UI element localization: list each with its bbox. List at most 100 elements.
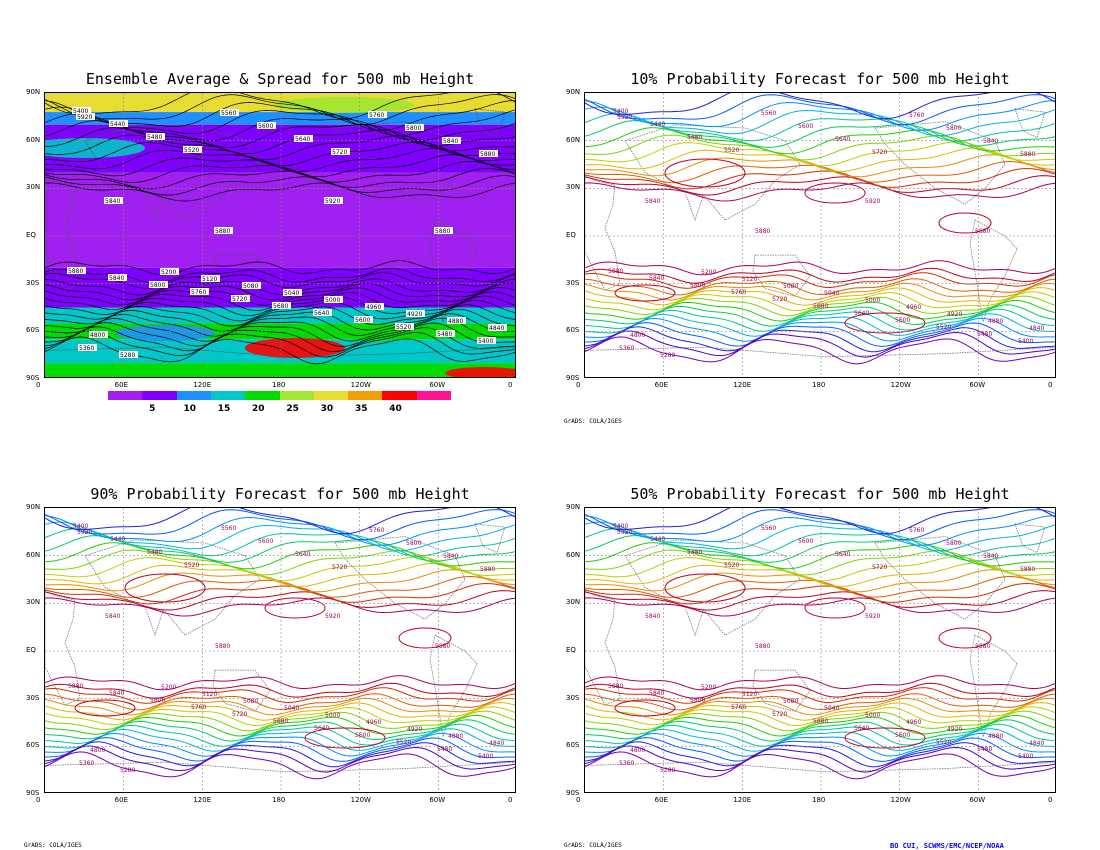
lat-tick-label: 30S	[566, 278, 580, 287]
contour-label: 5800	[690, 697, 705, 704]
lat-tick-label: 60N	[26, 135, 41, 144]
contour-label: 5400	[1018, 338, 1033, 345]
colorbar-label: 15	[217, 404, 231, 414]
lon-tick-label: 120E	[193, 381, 212, 389]
svg-text:5760: 5760	[909, 112, 924, 119]
contour-label: 5800	[150, 697, 165, 704]
contour-label: 5920	[325, 613, 340, 620]
lon-tick-label: 120E	[733, 381, 752, 389]
lon-tick-label: 120W	[890, 796, 911, 804]
svg-text:5640: 5640	[314, 310, 329, 317]
lat-tick-label: 60N	[26, 550, 41, 559]
svg-text:5880: 5880	[608, 268, 623, 275]
colorbar-segment	[348, 391, 383, 400]
svg-text:5640: 5640	[295, 551, 310, 558]
contour-label: 5400	[72, 107, 91, 115]
contour-label: 4920	[947, 311, 962, 318]
contour-label: 4920	[407, 726, 422, 733]
lat-tick-label: EQ	[26, 231, 36, 239]
svg-text:5680: 5680	[273, 718, 288, 725]
lat-tick-label: EQ	[26, 646, 36, 654]
colorbar-segment	[108, 391, 143, 400]
svg-text:5760: 5760	[191, 704, 206, 711]
contour-label: 4840	[1029, 740, 1044, 747]
contour-label: 4800	[89, 331, 108, 339]
svg-text:5400: 5400	[613, 108, 628, 115]
contour-label: 5600	[895, 732, 910, 739]
contour-label: 5000	[324, 296, 343, 304]
contour-label: 5800	[690, 282, 705, 289]
svg-text:5640: 5640	[295, 136, 310, 143]
svg-text:5920: 5920	[77, 114, 92, 121]
contour-label: 5520	[184, 562, 199, 569]
svg-text:4960: 4960	[906, 304, 921, 311]
lat-tick-label: 90S	[566, 374, 580, 382]
svg-text:5520: 5520	[184, 562, 199, 569]
svg-text:5360: 5360	[79, 345, 94, 352]
contour-label: 4880	[988, 318, 1003, 325]
svg-text:5720: 5720	[232, 711, 247, 718]
ensemble-spread-map: 5400 5440 5480 5520 5560 5600 5640 5720 5760 5800…	[44, 92, 516, 378]
contour-label: 4960	[365, 303, 384, 311]
contour-label: 5760	[909, 112, 924, 119]
svg-text:5440: 5440	[110, 121, 125, 128]
svg-text:4880: 4880	[448, 733, 463, 740]
contour-label: 5760	[731, 289, 746, 296]
colorbar-label: 25	[286, 404, 299, 414]
svg-text:5280: 5280	[120, 767, 135, 774]
contour-label: 5640	[295, 551, 310, 558]
contour-label: 5600	[895, 317, 910, 324]
contour-label: 5680	[813, 718, 828, 725]
svg-text:5720: 5720	[332, 564, 347, 571]
svg-text:5000: 5000	[325, 712, 340, 719]
svg-text:5040: 5040	[824, 290, 839, 297]
contour-label: 5640	[854, 310, 869, 317]
contour-label: 5560	[221, 525, 236, 532]
svg-text:5280: 5280	[120, 352, 135, 359]
contour-label: 5440	[650, 121, 665, 128]
colorbar-segment	[279, 391, 315, 400]
svg-text:5800: 5800	[150, 697, 165, 704]
colorbar-segment	[142, 391, 178, 400]
panel-title: Ensemble Average & Spread for 500 mb Hei…	[85, 70, 475, 88]
contour-label: 5520	[936, 324, 951, 331]
svg-text:5800: 5800	[406, 540, 421, 547]
contour-label: 5400	[73, 523, 88, 530]
lat-tick-label: 60S	[566, 741, 580, 750]
colorbar-label: 5	[149, 404, 156, 414]
svg-text:5000: 5000	[325, 297, 340, 304]
svg-text:5440: 5440	[110, 536, 125, 543]
svg-text:5840: 5840	[105, 613, 120, 620]
svg-text:5600: 5600	[258, 538, 273, 545]
svg-text:5880: 5880	[1020, 151, 1035, 158]
svg-text:5800: 5800	[946, 125, 961, 132]
lon-tick-label: 60W	[429, 796, 446, 804]
contour-label: 5680	[273, 718, 288, 725]
contour-label: 5640	[854, 725, 869, 732]
lon-tick-label: 0	[576, 796, 581, 804]
contour-label: 5600	[354, 316, 373, 324]
contour-label: 5640	[313, 309, 332, 317]
contour-label: 5640	[314, 725, 329, 732]
svg-text:5200: 5200	[161, 684, 176, 691]
lat-tick-label: 30N	[26, 183, 41, 192]
svg-text:5840: 5840	[645, 613, 660, 620]
svg-text:5360: 5360	[79, 760, 94, 767]
lat-tick-label: 90S	[26, 374, 40, 382]
svg-text:5280: 5280	[660, 767, 675, 774]
svg-text:5360: 5360	[619, 345, 634, 352]
contour-label: 5120	[742, 276, 757, 283]
svg-text:5680: 5680	[813, 303, 828, 310]
svg-text:4840: 4840	[1029, 740, 1044, 747]
grads-credit: GrADS: COLA/IGES	[564, 842, 622, 849]
svg-text:5600: 5600	[258, 123, 273, 130]
svg-text:5520: 5520	[936, 324, 951, 331]
contour-label: 5480	[687, 549, 702, 556]
svg-text:5880: 5880	[215, 643, 230, 650]
contour-label: 5840	[104, 197, 123, 205]
contour-label: 5880	[975, 228, 990, 235]
contour-label: 5920	[865, 613, 880, 620]
svg-text:5120: 5120	[202, 276, 217, 283]
svg-text:5760: 5760	[731, 704, 746, 711]
colorbar-segment	[210, 391, 246, 400]
